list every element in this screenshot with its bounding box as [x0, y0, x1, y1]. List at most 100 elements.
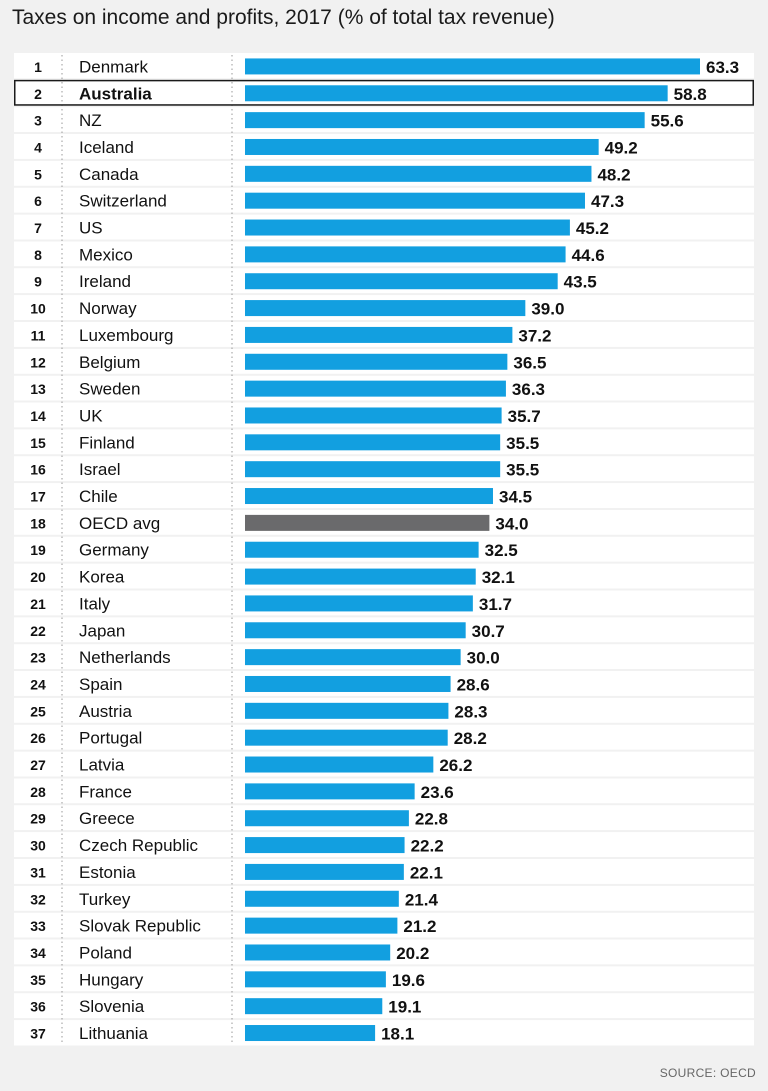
category-label: Latvia — [79, 756, 125, 775]
value-label: 44.6 — [572, 246, 605, 265]
value-label: 58.8 — [674, 85, 707, 104]
row-background — [14, 992, 754, 1019]
value-label: 19.1 — [388, 998, 421, 1017]
rank-label: 4 — [34, 139, 42, 155]
bar — [245, 917, 398, 934]
rank-label: 9 — [34, 274, 42, 290]
bar — [245, 568, 476, 585]
rank-label: 5 — [34, 166, 42, 182]
bar — [245, 1025, 376, 1042]
category-label: Denmark — [79, 57, 148, 76]
bar — [245, 273, 558, 290]
bar — [245, 595, 473, 612]
rank-label: 7 — [34, 220, 42, 236]
category-label: Canada — [79, 165, 139, 184]
rank-label: 34 — [30, 945, 46, 961]
value-label: 26.2 — [439, 756, 472, 775]
category-label: Japan — [79, 621, 125, 640]
highlight-row-border — [14, 79, 754, 106]
value-label: 35.5 — [506, 461, 539, 480]
value-label: 23.6 — [421, 783, 454, 802]
rank-label: 15 — [30, 435, 46, 451]
category-label: Italy — [79, 594, 111, 613]
value-label: 47.3 — [591, 192, 624, 211]
category-label: Portugal — [79, 729, 142, 748]
category-label: Norway — [79, 299, 137, 318]
bar — [245, 326, 513, 343]
category-label: Slovenia — [79, 997, 145, 1016]
category-label: Estonia — [79, 863, 136, 882]
value-label: 30.7 — [472, 622, 505, 641]
category-label: Turkey — [79, 890, 131, 909]
bar — [245, 58, 700, 75]
rank-label: 28 — [30, 784, 46, 800]
category-label: Netherlands — [79, 648, 171, 667]
rank-label: 14 — [30, 408, 46, 424]
category-label: Lithuania — [79, 1024, 149, 1043]
value-label: 32.1 — [482, 568, 515, 587]
value-label: 36.5 — [513, 353, 546, 372]
chart-title: Taxes on income and profits, 2017 (% of … — [12, 6, 555, 29]
category-label: Germany — [79, 541, 149, 560]
bar — [245, 541, 479, 558]
rank-label: 11 — [31, 327, 46, 343]
rank-label: 22 — [30, 623, 46, 639]
rank-label: 33 — [30, 918, 46, 934]
bar — [245, 407, 502, 424]
category-label: Spain — [79, 675, 122, 694]
value-label: 22.1 — [410, 863, 443, 882]
rank-label: 21 — [30, 596, 46, 612]
value-label: 20.2 — [396, 944, 429, 963]
bar — [245, 756, 434, 773]
rank-label: 35 — [30, 972, 46, 988]
category-label: US — [79, 219, 103, 238]
rank-label: 16 — [30, 462, 46, 478]
bar-chart: 1 Denmark 63.3 2 Australia 58.8 3 NZ 55.6 4 Icelan… — [14, 53, 754, 1046]
category-label: NZ — [79, 111, 102, 130]
row-background — [14, 1019, 754, 1046]
bar — [245, 863, 404, 880]
category-label: France — [79, 782, 132, 801]
category-label: Sweden — [79, 380, 140, 399]
category-label: Luxembourg — [79, 326, 174, 345]
rank-label: 13 — [30, 381, 46, 397]
rank-label: 2 — [34, 86, 42, 102]
category-label: Australia — [79, 84, 152, 103]
value-label: 37.2 — [518, 326, 551, 345]
bar — [245, 675, 451, 692]
bar — [245, 85, 668, 102]
rank-label: 1 — [34, 59, 42, 75]
category-label: Czech Republic — [79, 836, 199, 855]
bar — [245, 461, 501, 478]
rank-label: 19 — [30, 542, 46, 558]
category-label: Belgium — [79, 353, 140, 372]
value-label: 31.7 — [479, 595, 512, 614]
bar — [245, 246, 566, 263]
rank-label: 32 — [30, 891, 46, 907]
category-label: Slovak Republic — [79, 917, 201, 936]
value-label: 28.2 — [454, 729, 487, 748]
value-label: 36.3 — [512, 380, 545, 399]
bar — [245, 165, 592, 182]
bar — [245, 971, 386, 988]
category-label: Chile — [79, 487, 118, 506]
category-label: Greece — [79, 809, 135, 828]
bar — [245, 353, 508, 370]
bar — [245, 380, 506, 397]
category-label: Iceland — [79, 138, 134, 157]
category-label: Finland — [79, 433, 135, 452]
bar — [245, 783, 415, 800]
rank-label: 36 — [30, 999, 46, 1015]
rank-label: 26 — [30, 730, 46, 746]
value-label: 35.7 — [508, 407, 541, 426]
value-label: 32.5 — [485, 541, 518, 560]
category-label: Poland — [79, 943, 132, 962]
bar — [245, 112, 645, 129]
bar — [245, 702, 449, 719]
value-label: 49.2 — [605, 138, 638, 157]
bar — [245, 944, 391, 961]
value-label: 35.5 — [506, 434, 539, 453]
value-label: 18.1 — [381, 1025, 414, 1044]
value-label: 19.6 — [392, 971, 425, 990]
bar — [245, 810, 409, 827]
